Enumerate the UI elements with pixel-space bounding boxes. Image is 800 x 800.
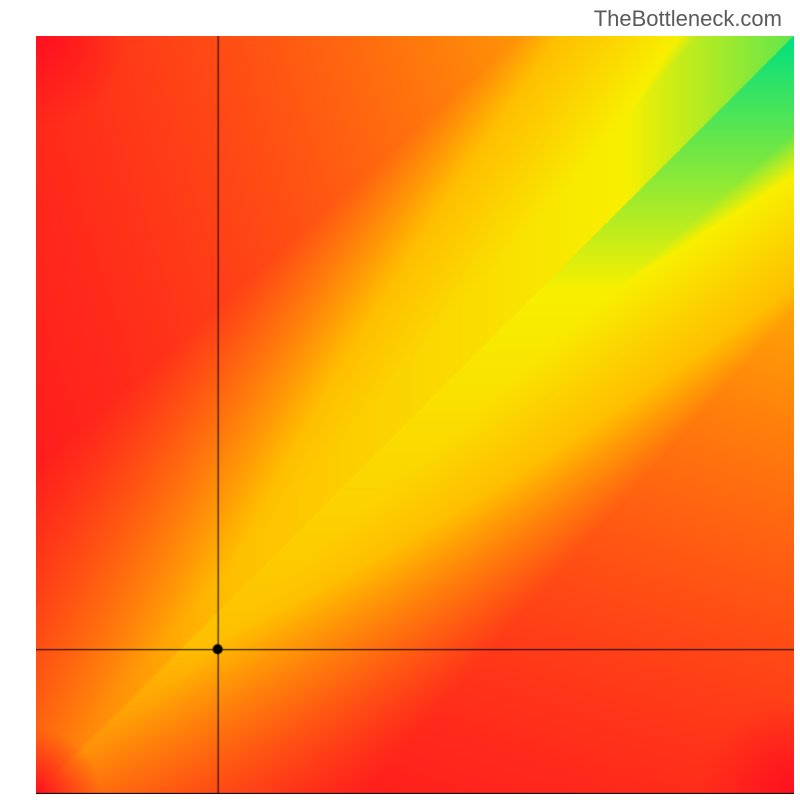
bottleneck-heatmap	[36, 36, 794, 794]
watermark-text: TheBottleneck.com	[594, 6, 782, 32]
heatmap-canvas	[36, 36, 794, 794]
